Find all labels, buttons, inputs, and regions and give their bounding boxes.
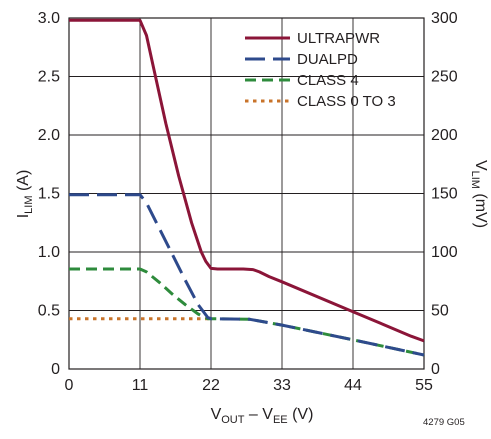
x-tick-label: 55 [415,377,433,394]
y-right-tick-label: 200 [431,127,458,144]
legend: ULTRAPWR DUALPD CLASS 4 CLASS 0 TO 3 [245,30,396,110]
legend-label-class-4: CLASS 4 [297,72,359,89]
grid [69,18,424,369]
x-tick-label: 44 [344,377,362,394]
y-right-tick-label: 0 [431,361,440,378]
x-axis-title: VOUT – VEE (V) [211,406,314,426]
y-right-tick-label: 100 [431,244,458,261]
figure-code: 4279 G05 [423,417,465,428]
legend-label-class-0-to-3: CLASS 0 TO 3 [297,93,396,110]
y-right-tick-label: 250 [431,69,458,86]
legend-label-ultrapwr: ULTRAPWR [297,30,380,47]
series-layer [69,18,425,357]
y-axis-title-left: ILIM (A) [15,170,35,219]
y-left-tick-label: 3.0 [38,10,60,27]
legend-label-dualpd: DUALPD [297,51,358,68]
y-left-tick-label: 0 [51,361,60,378]
tick-labels: 0 11 22 33 44 5500.51.01.52.02.53.00501001502… [38,10,458,394]
y-left-tick-label: 0.5 [38,303,60,320]
series-line-dualpd [69,193,425,357]
y-axis-title-right: VLIM (mV) [469,160,489,228]
y-right-tick-label: 50 [431,303,449,320]
y-left-tick-label: 2.0 [38,127,60,144]
y-right-tick-label: 150 [431,186,458,203]
y-right-tick-label: 300 [431,10,458,27]
series-line-ultrapwr [69,18,425,343]
x-tick-label: 0 [65,377,74,394]
x-tick-label: 33 [273,377,291,394]
x-tick-label: 22 [202,377,220,394]
y-left-tick-label: 2.5 [38,69,60,86]
y-left-tick-label: 1.5 [38,186,60,203]
x-tick-label: 11 [132,377,149,394]
y-left-tick-label: 1.0 [38,244,60,261]
